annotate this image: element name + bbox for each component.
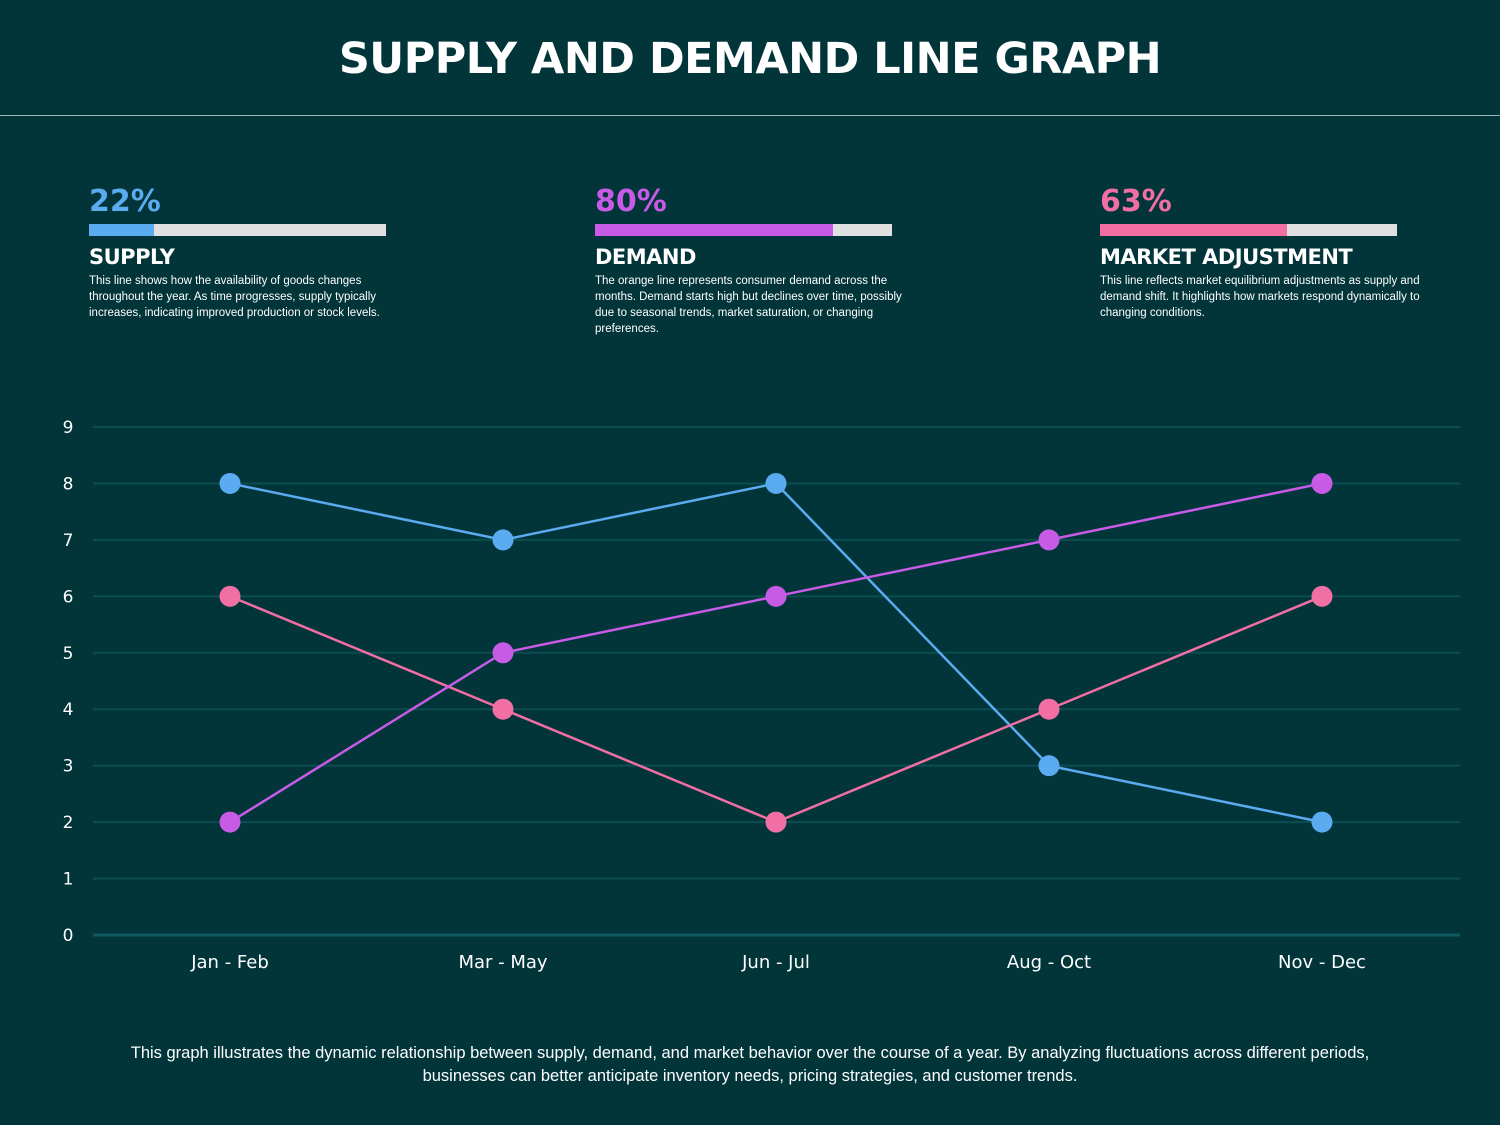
title-divider (0, 115, 1500, 116)
supply-progress-fill (89, 224, 155, 236)
supply-progress-bar (89, 224, 386, 236)
data-point (219, 585, 241, 607)
demand-card: 80% DEMAND The orange line represents co… (595, 184, 925, 337)
market-adjustment-progress-fill (1100, 224, 1288, 236)
data-point (765, 585, 787, 607)
market-adjustment-description: This line reflects market equilibrium ad… (1100, 275, 1420, 319)
data-point (219, 811, 241, 833)
page-title: SUPPLY AND DEMAND LINE GRAPH (338, 34, 1162, 84)
data-point (1311, 811, 1333, 833)
x-tick-label: Nov - Dec (1278, 952, 1366, 973)
x-tick-label: Jan - Feb (190, 952, 269, 973)
market-adjustment-card: 63% MARKET ADJUSTMENT This line reflects… (1100, 184, 1430, 321)
market-adjustment-title: MARKET ADJUSTMENT (1100, 245, 1353, 269)
x-tick-label: Mar - May (458, 952, 547, 973)
data-point (1311, 472, 1333, 494)
data-point (1311, 585, 1333, 607)
y-tick-label: 3 (63, 757, 74, 777)
data-point (765, 472, 787, 494)
y-tick-label: 7 (63, 531, 74, 551)
data-point (492, 642, 514, 664)
y-tick-label: 5 (63, 644, 74, 664)
market-adjustment-percent: 63% (1100, 184, 1172, 219)
demand-percent: 80% (595, 184, 667, 219)
y-tick-label: 2 (63, 813, 74, 833)
demand-description: The orange line represents consumer dema… (595, 275, 902, 335)
y-tick-label: 9 (63, 418, 74, 438)
footer-text: This graph illustrates the dynamic relat… (130, 1044, 1370, 1085)
data-point (492, 529, 514, 551)
y-tick-label: 1 (63, 870, 74, 890)
x-tick-label: Jun - Jul (741, 952, 810, 973)
supply-percent: 22% (89, 184, 161, 219)
demand-progress-fill (595, 224, 833, 236)
data-point (219, 472, 241, 494)
data-point (492, 698, 514, 720)
market-adjustment-progress-bar (1100, 224, 1397, 236)
data-point (1038, 698, 1060, 720)
y-tick-label: 4 (63, 700, 74, 720)
demand-progress-bar (595, 224, 892, 236)
supply-description: This line shows how the availability of … (89, 275, 380, 319)
supply-title: SUPPLY (89, 245, 175, 269)
data-point (1038, 755, 1060, 777)
data-point (1038, 529, 1060, 551)
y-tick-label: 0 (63, 926, 74, 946)
supply-card: 22% SUPPLY This line shows how the avail… (89, 184, 419, 321)
data-point (765, 811, 787, 833)
y-tick-label: 8 (63, 474, 74, 494)
x-tick-label: Aug - Oct (1007, 952, 1091, 973)
y-tick-label: 6 (63, 587, 74, 607)
demand-title: DEMAND (595, 245, 696, 269)
